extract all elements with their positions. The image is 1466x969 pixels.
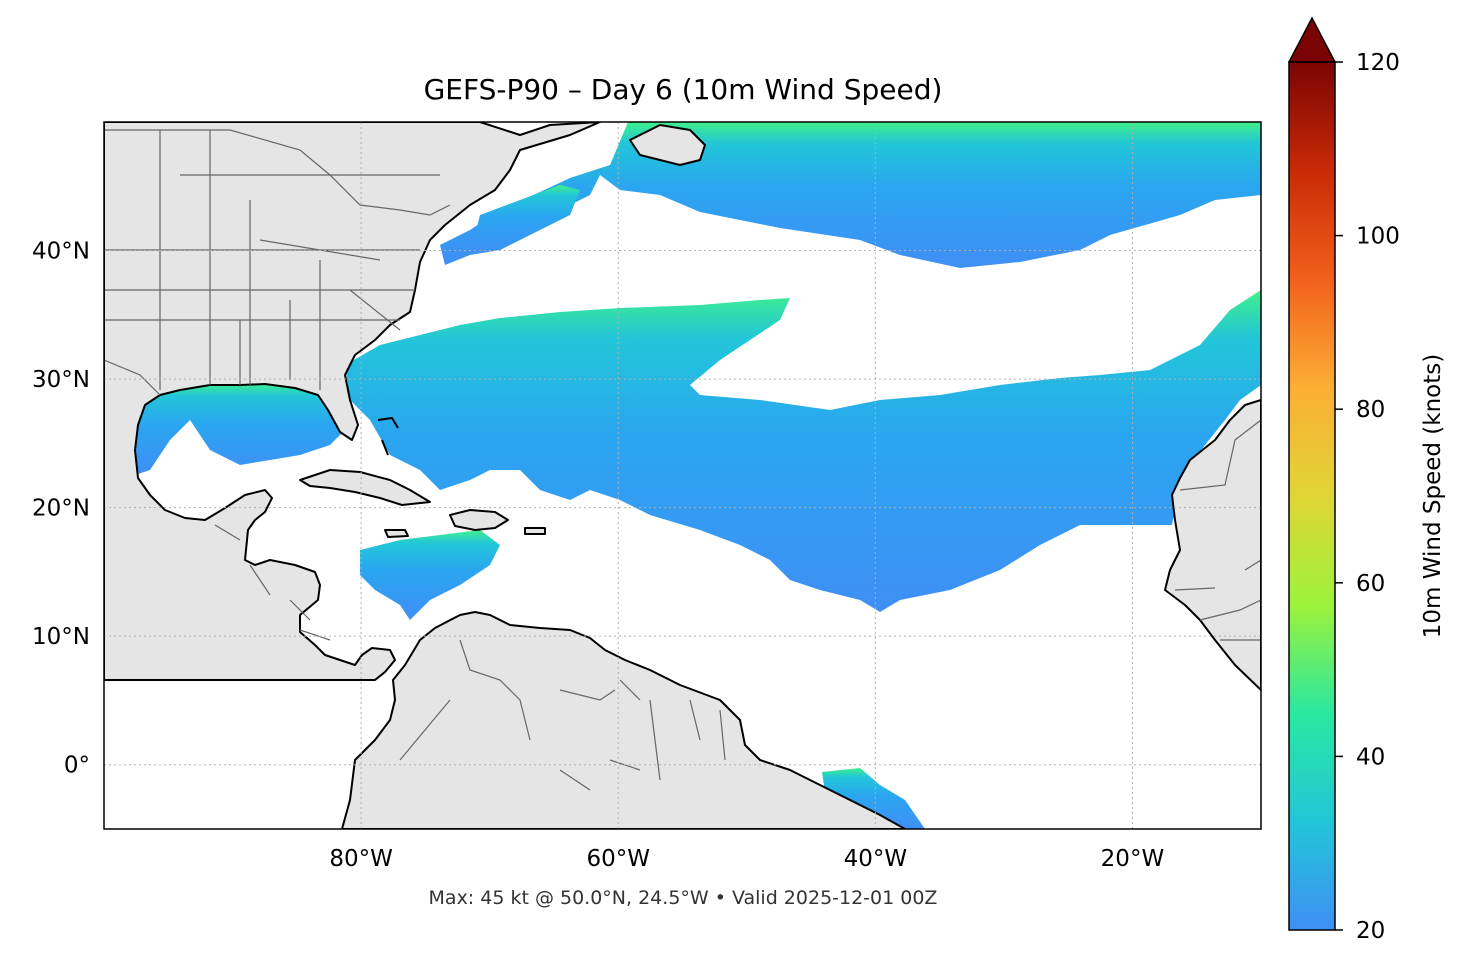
- colorbar-bar: [1288, 61, 1336, 931]
- wind-region-gulf-of-mexico: [132, 382, 345, 475]
- bahamas-land: [377, 417, 399, 456]
- lon-tick-label: 20°W: [1101, 846, 1165, 872]
- us-mexico-border: [104, 359, 161, 396]
- newfoundland-land: [629, 124, 706, 166]
- cuba-land: [299, 469, 431, 506]
- lat-tick-label: 0°: [64, 753, 90, 779]
- south-america-land: [341, 611, 906, 829]
- lat-tick-label: 40°N: [32, 239, 90, 265]
- us-canada-border: [104, 129, 451, 216]
- wind-region-caribbean: [360, 530, 500, 620]
- colorbar-tick-label: 60: [1356, 571, 1385, 597]
- latitude-tick-labels: 40°N 30°N 20°N 10°N 0°: [32, 239, 90, 779]
- colorbar-extend-arrow: [1287, 16, 1337, 63]
- africa-borders: [1174, 419, 1261, 641]
- colorbar-label: 10m Wind Speed (knots): [1420, 354, 1446, 638]
- hispaniola-land: [449, 509, 509, 531]
- colorbar-tick-label: 120: [1356, 50, 1400, 76]
- central-america-borders: [214, 524, 331, 641]
- political-borders: [104, 129, 1261, 791]
- lat-tick-label: 30°N: [32, 367, 90, 393]
- map-title: GEFS-P90 – Day 6 (10m Wind Speed): [424, 73, 943, 106]
- lon-tick-label: 60°W: [586, 846, 650, 872]
- wind-region-brazil-coast: [822, 768, 925, 829]
- puerto-rico-land: [524, 527, 546, 535]
- wind-region-east-coast: [470, 185, 580, 255]
- state-borders: [104, 130, 440, 390]
- lat-tick-label: 10°N: [32, 624, 90, 650]
- colorbar: 120 100 80 60 40 20 10m Wind Speed (knots): [1287, 16, 1446, 944]
- colorbar-tick-label: 20: [1356, 918, 1385, 944]
- colorbar-tick-label: 80: [1356, 397, 1385, 423]
- africa-land: [1164, 399, 1261, 691]
- longitude-tick-labels: 80°W 60°W 40°W 20°W: [329, 846, 1164, 872]
- wind-region-north-atlantic: [440, 122, 1261, 268]
- wind-speed-field: [132, 122, 1261, 829]
- north-america-land: [104, 122, 601, 681]
- lat-tick-label: 20°N: [32, 496, 90, 522]
- colorbar-ticks: 120 100 80 60 40 20: [1335, 50, 1400, 944]
- map-frame: [103, 121, 1262, 830]
- jamaica-land: [384, 529, 409, 538]
- wind-region-central-atlantic: [345, 290, 1261, 612]
- map-footnote: Max: 45 kt @ 50.0°N, 24.5°W • Valid 2025…: [429, 887, 938, 909]
- lon-tick-label: 80°W: [329, 846, 393, 872]
- colorbar-tick-label: 100: [1356, 224, 1400, 250]
- colorbar-tick-label: 40: [1356, 744, 1385, 770]
- map-area: [104, 122, 1261, 829]
- lon-tick-label: 40°W: [844, 846, 908, 872]
- land-masses: [104, 122, 1261, 829]
